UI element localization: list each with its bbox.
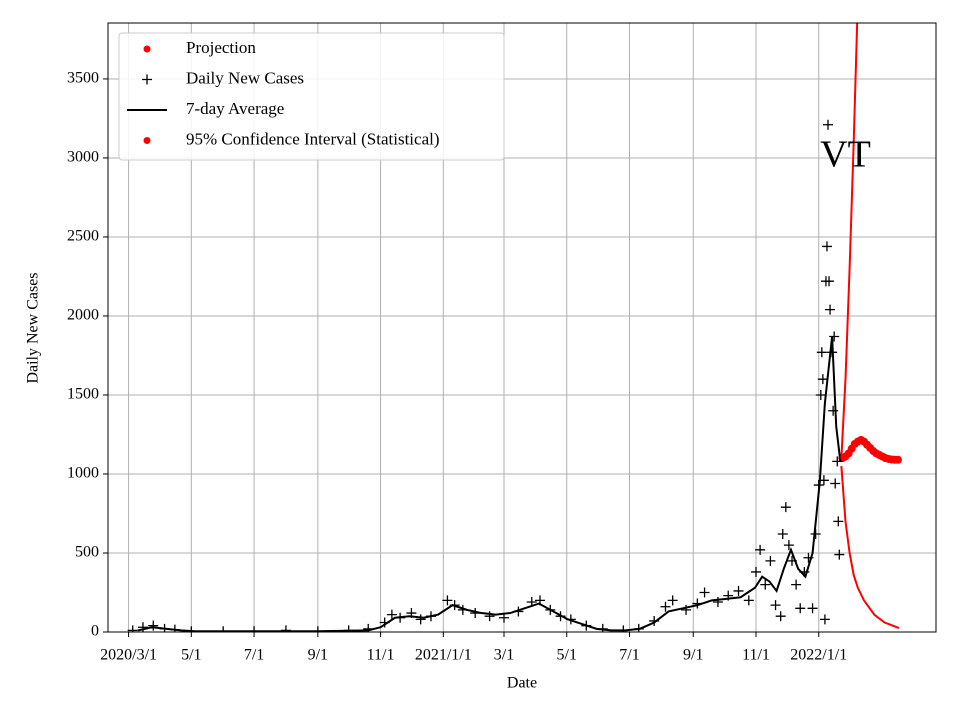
case-marker xyxy=(765,555,776,566)
case-marker xyxy=(681,604,692,615)
case-marker xyxy=(660,601,671,612)
x-tick-label: 9/1 xyxy=(683,647,703,664)
case-marker xyxy=(816,347,827,358)
legend-label: 95% Confidence Interval (Statistical) xyxy=(186,129,440,148)
y-tick-label: 1000 xyxy=(67,465,99,482)
case-marker xyxy=(148,620,159,631)
case-marker xyxy=(137,622,148,632)
ci-lower-line xyxy=(840,466,900,629)
plot-area xyxy=(127,23,902,632)
case-marker xyxy=(777,529,788,540)
x-axis-label: Date xyxy=(507,675,537,692)
y-tick-label: 2000 xyxy=(67,307,99,324)
x-tick-label: 5/1 xyxy=(557,647,577,664)
case-marker xyxy=(817,374,828,385)
case-marker xyxy=(127,625,138,632)
case-marker xyxy=(791,579,802,590)
x-tick-label: 5/1 xyxy=(181,647,201,664)
case-marker xyxy=(807,603,818,614)
case-marker xyxy=(484,611,495,622)
x-tick-label: 3/1 xyxy=(494,647,514,664)
case-marker xyxy=(833,516,844,527)
ci-upper-line xyxy=(840,23,859,459)
legend: Projection Daily New Cases 7-day Average 95… xyxy=(118,32,505,161)
annotation: VT xyxy=(820,134,871,176)
case-marker xyxy=(819,614,830,625)
case-marker xyxy=(770,600,781,611)
x-tick-label: 2022/1/1 xyxy=(790,647,847,664)
projection-dot xyxy=(893,455,902,464)
x-tick-label: 7/1 xyxy=(619,647,639,664)
case-marker xyxy=(733,585,744,596)
case-marker xyxy=(824,276,835,287)
case-marker xyxy=(829,331,840,342)
case-marker xyxy=(821,241,832,252)
y-axis-label: Daily New Cases xyxy=(25,272,42,383)
case-marker xyxy=(783,540,794,551)
case-marker xyxy=(834,549,845,560)
y-tick-label: 0 xyxy=(91,623,99,640)
y-tick-label: 3500 xyxy=(67,70,99,87)
case-marker xyxy=(667,595,678,606)
legend-label: Projection xyxy=(186,38,256,57)
case-marker xyxy=(795,603,806,614)
case-marker xyxy=(712,596,723,607)
case-marker xyxy=(830,478,841,489)
case-marker xyxy=(775,611,786,622)
x-tick-label: 11/1 xyxy=(367,647,395,664)
legend-marker xyxy=(143,137,151,144)
case-marker xyxy=(825,304,836,315)
x-tick-label: 7/1 xyxy=(244,647,264,664)
case-marker xyxy=(442,595,453,606)
y-tick-label: 1500 xyxy=(67,386,99,403)
case-marker xyxy=(699,587,710,598)
average-line xyxy=(137,336,842,632)
y-tick-label: 500 xyxy=(75,544,99,561)
x-tick-label: 2021/1/1 xyxy=(415,647,472,664)
legend-box xyxy=(118,32,505,161)
case-marker xyxy=(751,566,761,577)
case-marker xyxy=(815,389,826,400)
x-tick-label: 9/1 xyxy=(308,647,328,664)
axes-frame xyxy=(107,22,937,633)
legend-label: 7-day Average xyxy=(186,99,284,118)
legend-label: Daily New Cases xyxy=(186,68,304,87)
x-tick-label: 11/1 xyxy=(742,647,770,664)
y-tick-label: 3000 xyxy=(67,149,99,166)
x-tick-label: 2020/3/1 xyxy=(100,647,157,664)
case-marker xyxy=(832,456,843,467)
case-marker xyxy=(823,119,833,130)
case-marker xyxy=(415,614,426,625)
case-marker xyxy=(760,579,771,590)
y-tick-label: 2500 xyxy=(67,228,99,245)
legend-marker xyxy=(143,45,151,53)
case-marker xyxy=(780,502,791,513)
case-marker xyxy=(743,595,754,606)
case-marker xyxy=(386,609,397,620)
legend-marker xyxy=(142,74,152,85)
case-marker xyxy=(755,544,766,555)
